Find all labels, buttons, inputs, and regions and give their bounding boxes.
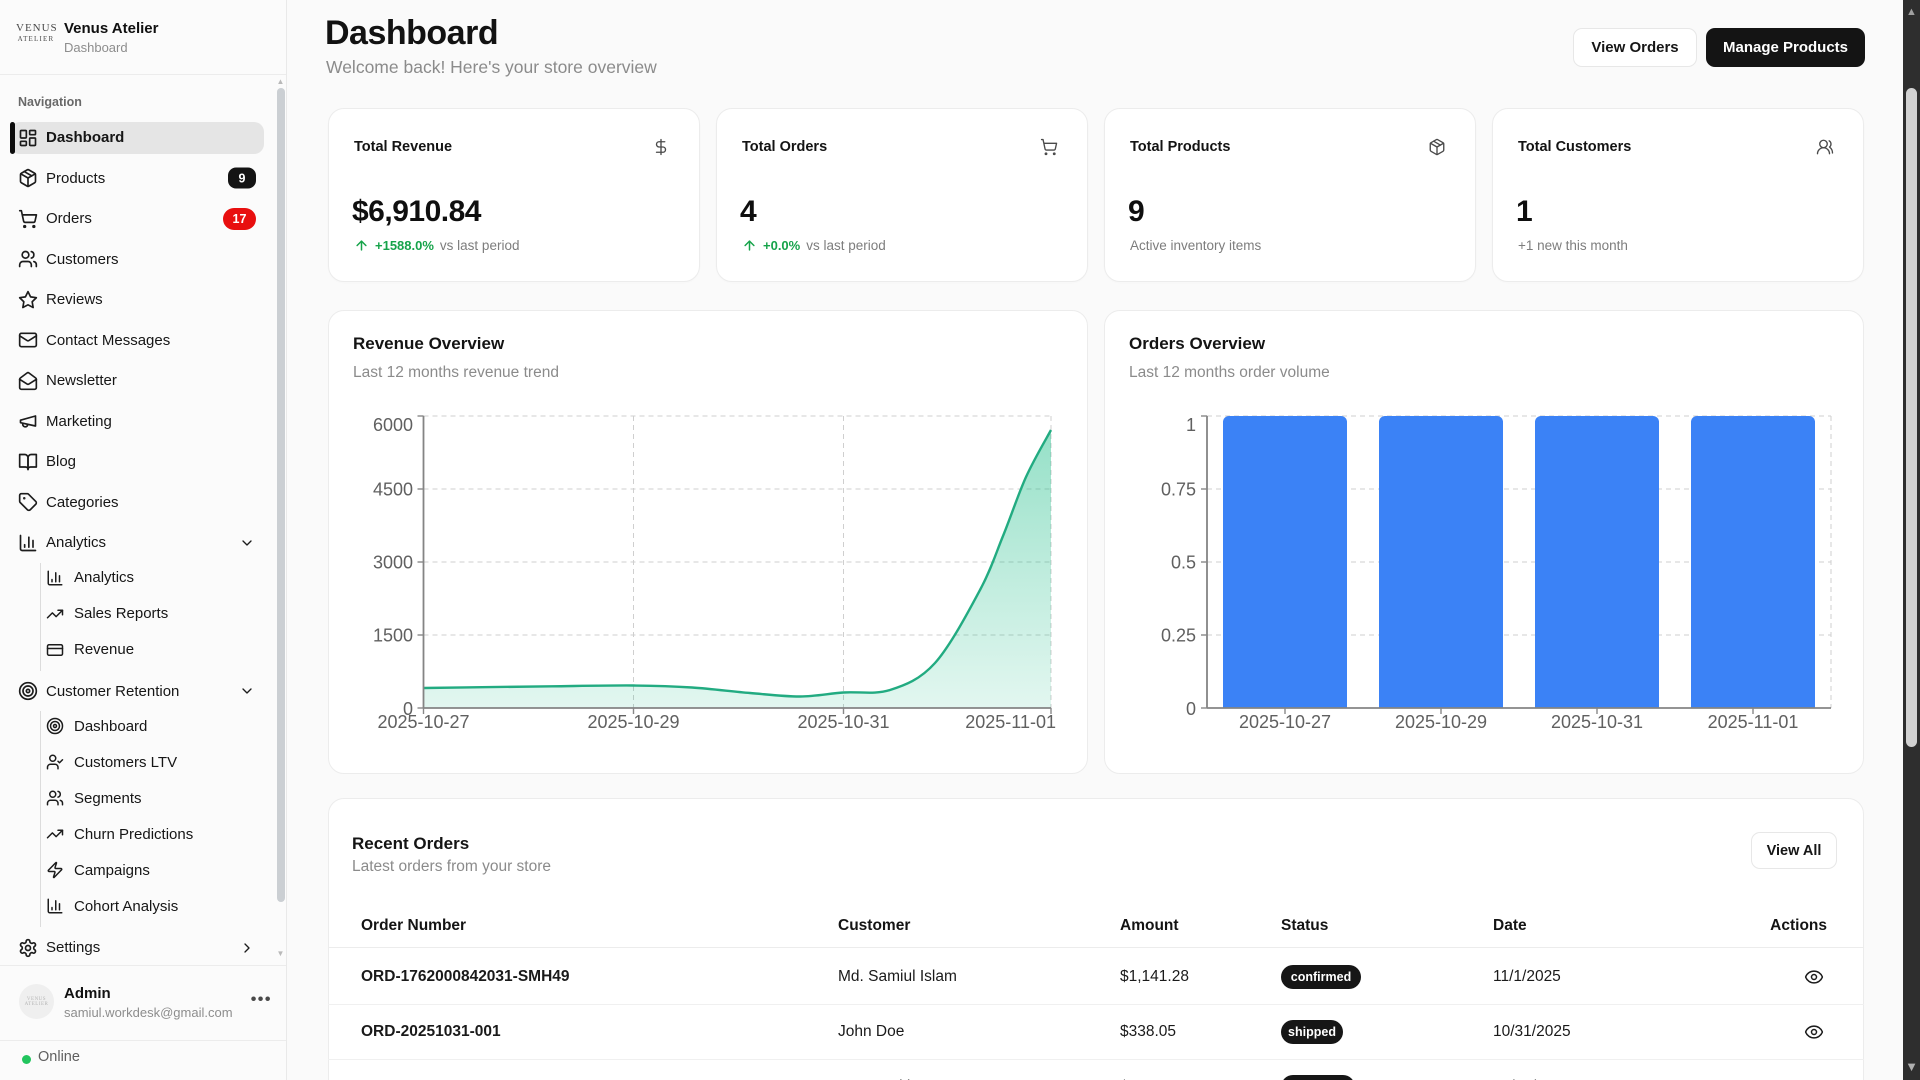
svg-text:2025-10-31: 2025-10-31	[1551, 712, 1643, 732]
svg-text:3000: 3000	[373, 553, 413, 573]
svg-text:2025-11-01: 2025-11-01	[965, 712, 1056, 732]
svg-text:6000: 6000	[373, 415, 413, 435]
svg-text:2025-10-27: 2025-10-27	[377, 712, 469, 732]
svg-text:2025-10-29: 2025-10-29	[587, 712, 679, 732]
svg-text:1500: 1500	[373, 626, 413, 646]
svg-text:2025-10-27: 2025-10-27	[1239, 712, 1331, 732]
svg-text:0.25: 0.25	[1161, 626, 1196, 646]
svg-text:4500: 4500	[373, 480, 413, 500]
svg-text:0: 0	[1186, 699, 1196, 719]
svg-text:2025-10-29: 2025-10-29	[1395, 712, 1487, 732]
svg-text:2025-10-31: 2025-10-31	[797, 712, 889, 732]
svg-text:0.5: 0.5	[1171, 553, 1196, 573]
svg-text:2025-11-01: 2025-11-01	[1708, 712, 1799, 732]
svg-text:0: 0	[403, 699, 413, 719]
svg-text:0.75: 0.75	[1161, 480, 1196, 500]
svg-text:1: 1	[1186, 415, 1196, 435]
